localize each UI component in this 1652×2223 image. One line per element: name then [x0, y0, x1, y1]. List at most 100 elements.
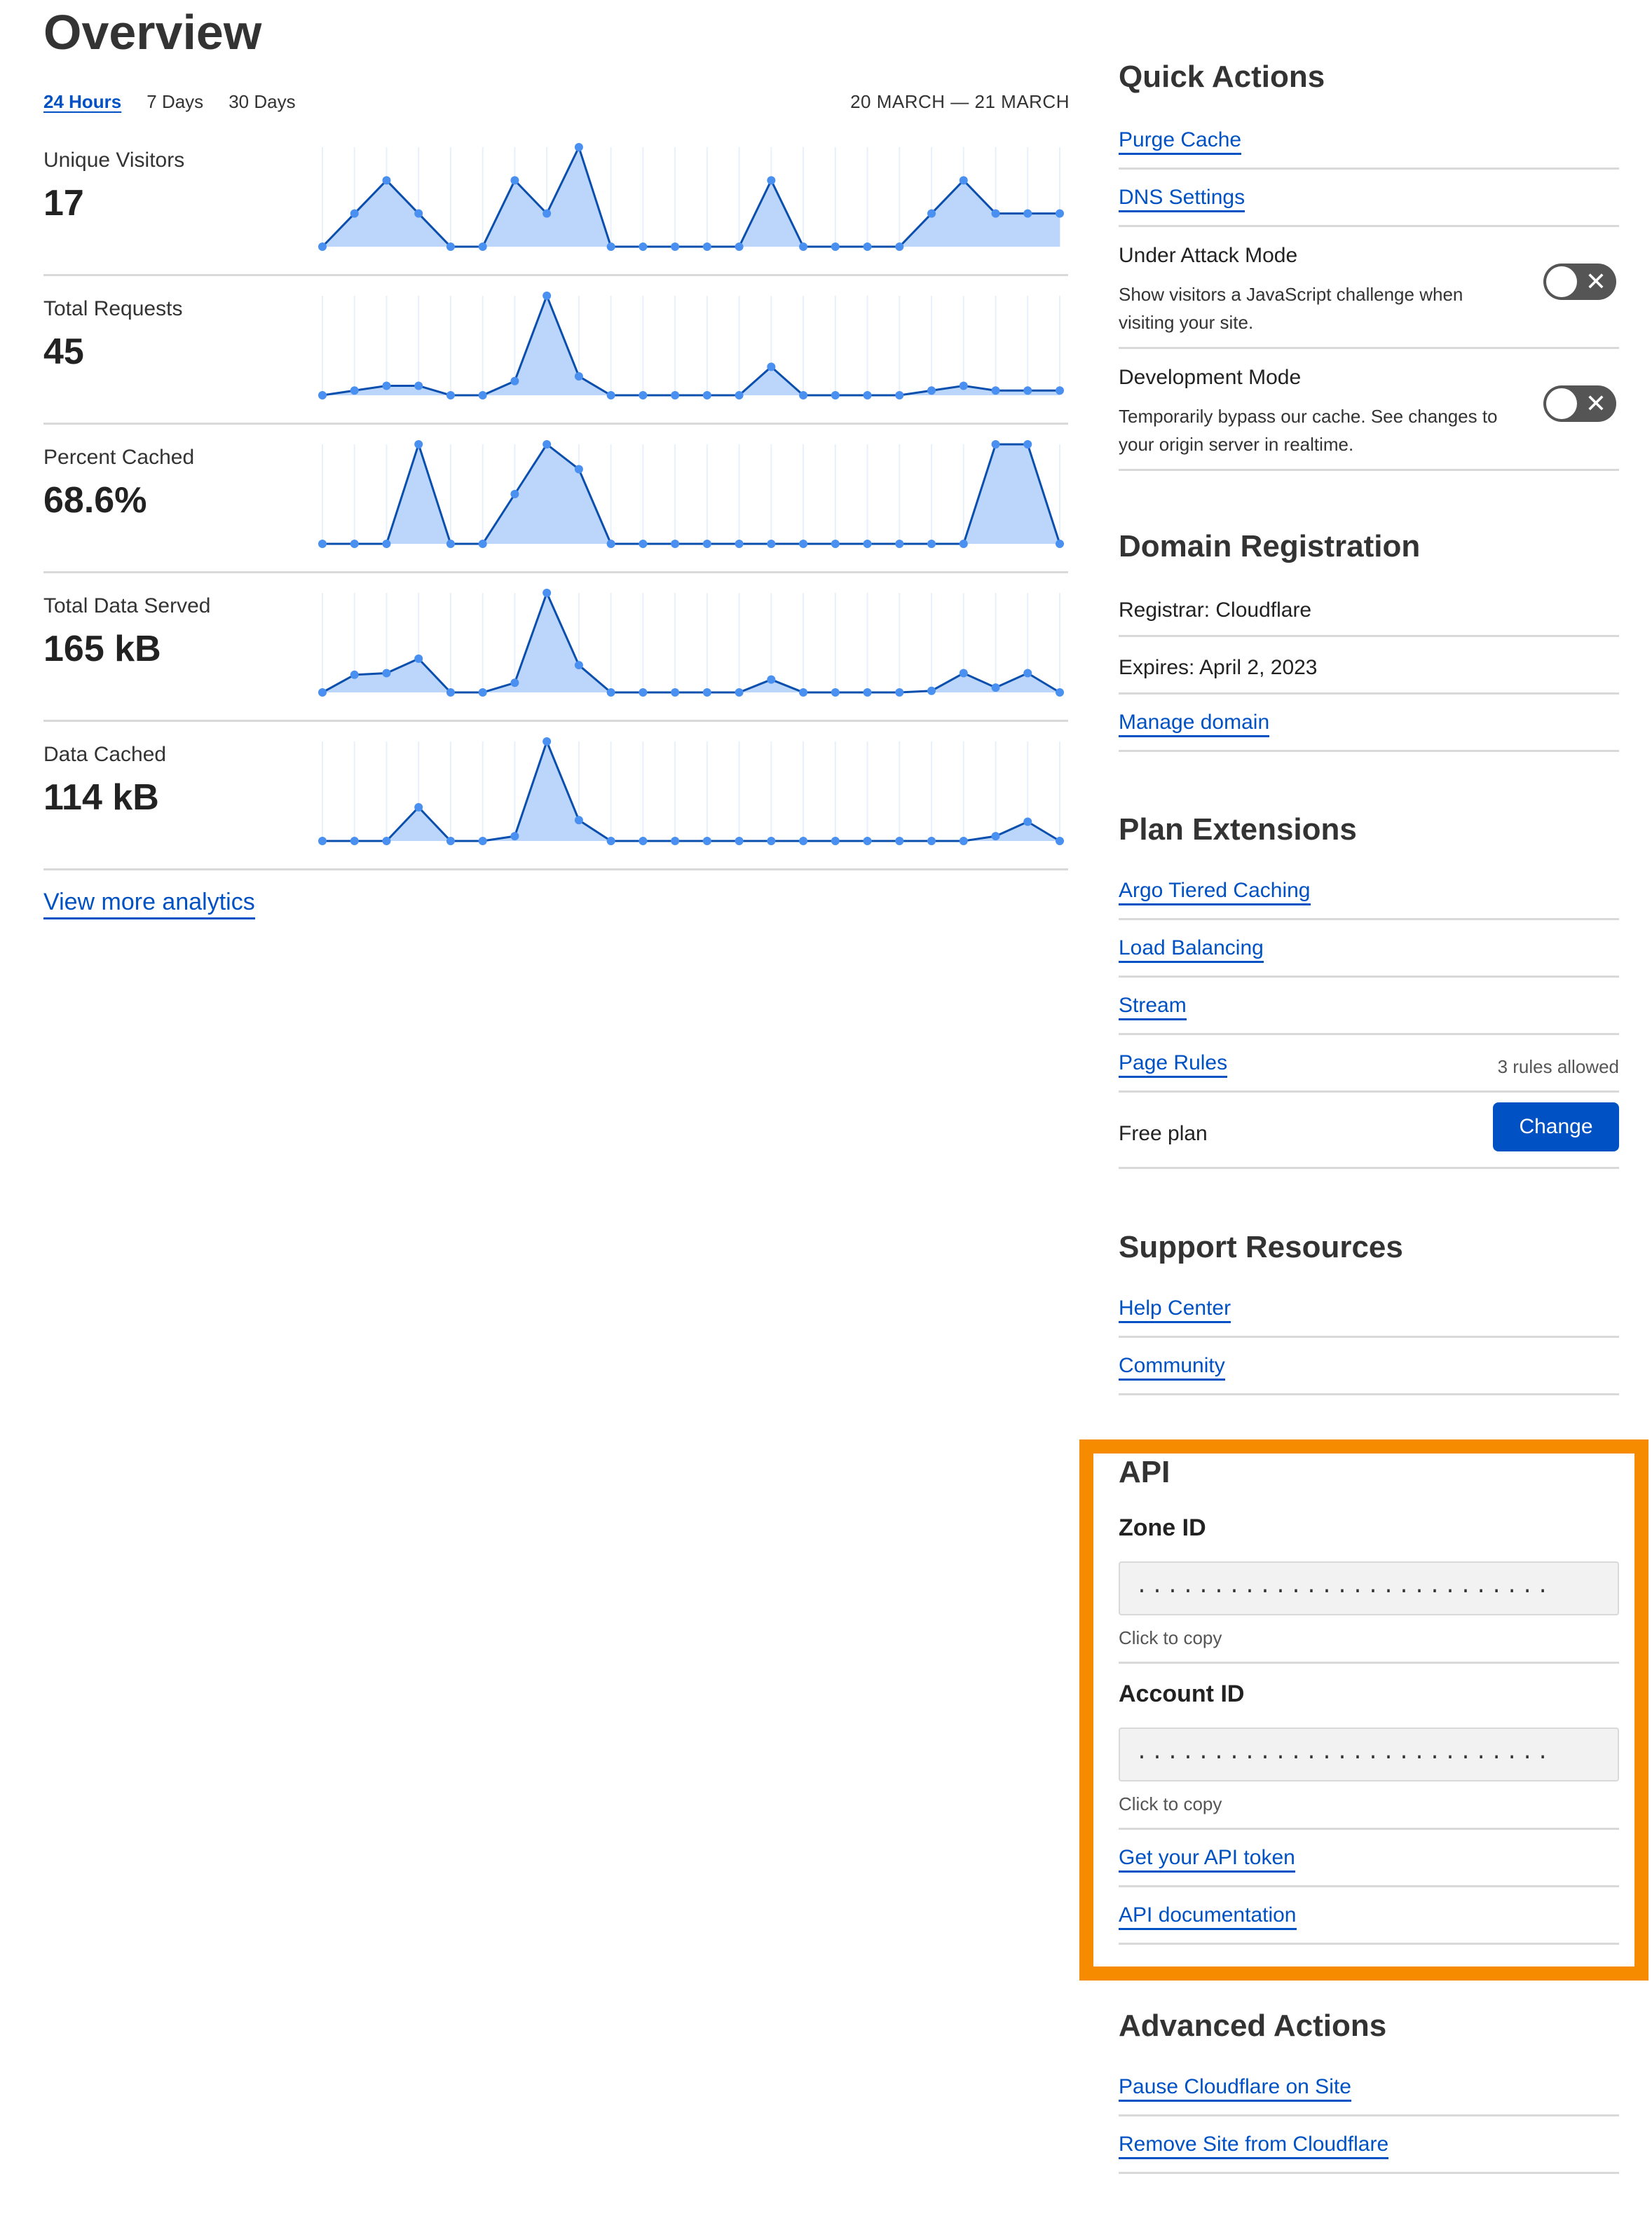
data-point: [510, 176, 519, 185]
click-to-copy-text[interactable]: Click to copy: [1119, 1627, 1222, 1648]
data-point: [1056, 209, 1064, 218]
manage-domain-link[interactable]: Manage domain: [1119, 711, 1270, 737]
section-title: Support Resources: [1119, 1230, 1403, 1264]
data-point: [767, 362, 776, 371]
data-point: [1023, 386, 1032, 395]
load-balancing-link[interactable]: Load Balancing: [1119, 936, 1264, 963]
data-point: [735, 391, 744, 399]
data-point: [382, 669, 391, 678]
api-token-row: Get your API token: [1119, 1830, 1619, 1887]
data-point: [1056, 540, 1064, 548]
data-point: [831, 837, 840, 845]
support-resources-section: Support Resources Help Center Community: [1119, 1226, 1619, 1395]
dns-settings-link[interactable]: DNS Settings: [1119, 186, 1245, 212]
data-point: [350, 670, 359, 679]
data-point: [382, 540, 391, 548]
data-point: [318, 837, 327, 845]
account-id-field[interactable]: ...........................: [1119, 1728, 1619, 1781]
metric-value: 114 kB: [43, 777, 159, 818]
tab-24-hours[interactable]: 24 Hours: [43, 91, 122, 112]
data-point: [735, 540, 744, 548]
data-point: [671, 391, 680, 399]
data-point: [542, 589, 552, 597]
section-title: Advanced Actions: [1119, 2009, 1387, 2043]
data-point: [414, 381, 423, 390]
sparkline-chart: [318, 737, 1064, 845]
remove-site-link[interactable]: Remove Site from Cloudflare: [1119, 2133, 1389, 2159]
registrar-text: Registrar: Cloudflare: [1119, 598, 1312, 622]
api-section: API Zone ID ........................... …: [1119, 1451, 1619, 1945]
data-point: [671, 688, 680, 697]
data-point: [574, 465, 583, 474]
data-point: [606, 688, 615, 697]
stream-link[interactable]: Stream: [1119, 994, 1187, 1020]
page-rules-link[interactable]: Page Rules: [1119, 1051, 1228, 1078]
metric-label: Percent Cached: [43, 446, 195, 469]
metric-value: 17: [43, 183, 84, 224]
view-more-analytics-link[interactable]: View more analytics: [43, 889, 255, 919]
data-point: [991, 832, 1000, 841]
change-plan-button[interactable]: Change: [1493, 1102, 1619, 1151]
plan-row: Free plan Change: [1119, 1093, 1619, 1169]
get-api-token-link[interactable]: Get your API token: [1119, 1846, 1295, 1873]
data-point: [831, 688, 840, 697]
data-point: [799, 688, 808, 697]
sparkline-area: [322, 296, 1060, 395]
data-point: [318, 688, 327, 697]
sparkline-chart: [318, 292, 1064, 399]
under-attack-title: Under Attack Mode: [1119, 244, 1298, 267]
purge-cache-link[interactable]: Purge Cache: [1119, 128, 1242, 155]
development-mode-description: Temporarily bypass our cache. See change…: [1119, 406, 1498, 455]
data-point: [991, 386, 1000, 395]
toggle-knob: [1546, 266, 1577, 297]
sparkline-line: [321, 144, 1060, 248]
manage-domain-row: Manage domain: [1119, 695, 1619, 752]
data-point: [350, 540, 359, 548]
click-to-copy-text[interactable]: Click to copy: [1119, 1793, 1222, 1814]
tab-7-days[interactable]: 7 Days: [146, 91, 204, 112]
data-point: [414, 802, 423, 812]
data-point: [895, 837, 904, 845]
development-mode-toggle[interactable]: ✕: [1543, 385, 1616, 422]
data-point: [799, 540, 808, 548]
under-attack-row: Under Attack Mode Show visitors a JavaSc…: [1119, 227, 1619, 349]
data-point: [927, 386, 936, 395]
api-documentation-link[interactable]: API documentation: [1119, 1903, 1297, 1930]
data-point: [478, 688, 487, 697]
data-point: [831, 391, 840, 399]
data-point: [542, 292, 552, 300]
pause-row: Pause Cloudflare on Site: [1119, 2059, 1619, 2116]
community-row: Community: [1119, 1338, 1619, 1395]
data-point: [446, 391, 455, 399]
data-point: [478, 391, 487, 399]
data-point: [1023, 669, 1032, 678]
data-point: [702, 242, 711, 251]
under-attack-description: Show visitors a JavaScript challenge whe…: [1119, 284, 1463, 333]
section-title: Quick Actions: [1119, 60, 1325, 94]
data-point: [895, 540, 904, 548]
data-point: [478, 242, 487, 251]
data-point: [478, 540, 487, 548]
data-point: [382, 176, 391, 185]
quick-actions-section: Quick Actions Purge Cache DNS Settings U…: [1119, 56, 1619, 471]
under-attack-toggle[interactable]: ✕: [1543, 264, 1616, 300]
data-point: [446, 242, 455, 251]
help-center-link[interactable]: Help Center: [1119, 1297, 1231, 1323]
metric-label: Data Cached: [43, 743, 167, 766]
data-point: [574, 371, 583, 381]
data-point: [863, 540, 872, 548]
pause-cloudflare-link[interactable]: Pause Cloudflare on Site: [1119, 2075, 1351, 2102]
data-point: [1023, 817, 1032, 826]
metric-label: Total Data Served: [43, 594, 211, 617]
data-point: [927, 686, 936, 695]
argo-tiered-caching-link[interactable]: Argo Tiered Caching: [1119, 879, 1311, 905]
stream-row: Stream: [1119, 978, 1619, 1035]
data-point: [382, 381, 391, 390]
zone-id-field[interactable]: ...........................: [1119, 1561, 1619, 1615]
data-point: [350, 837, 359, 845]
dns-settings-row: DNS Settings: [1119, 170, 1619, 227]
community-link[interactable]: Community: [1119, 1354, 1225, 1381]
tab-30-days[interactable]: 30 Days: [228, 91, 296, 112]
time-range-tabs: 24 Hours 7 Days 30 Days: [43, 91, 296, 113]
data-point: [671, 540, 680, 548]
